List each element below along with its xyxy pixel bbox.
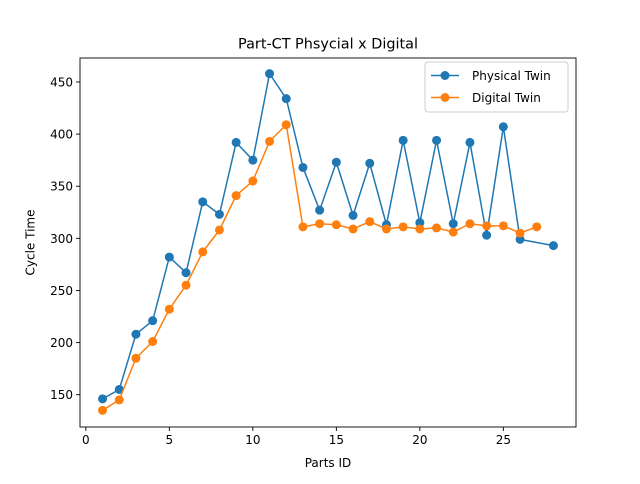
x-axis: 0 5 10 15 20 25: [82, 427, 511, 447]
y-axis: 150 200 250 300 350 400 450: [50, 75, 80, 402]
data-point: [114, 384, 124, 394]
data-point: [265, 69, 275, 79]
data-point: [214, 209, 224, 219]
data-point: [248, 176, 258, 186]
data-point: [98, 405, 108, 415]
y-tick-label: 450: [50, 75, 73, 89]
data-point: [164, 252, 174, 262]
data-point: [148, 316, 158, 326]
data-point: [281, 120, 291, 130]
data-point: [482, 230, 492, 240]
data-point: [131, 353, 141, 363]
legend: Physical Twin Digital Twin: [424, 61, 569, 113]
data-point: [532, 222, 542, 232]
data-point: [465, 137, 475, 147]
data-point: [465, 219, 475, 229]
data-point: [415, 224, 425, 234]
data-point: [365, 217, 375, 227]
data-point: [265, 136, 275, 146]
y-tick-label: 300: [50, 232, 73, 246]
chart-title: Part-CT Phsycial x Digital: [238, 37, 418, 53]
data-point: [298, 162, 308, 172]
data-point: [365, 158, 375, 168]
plot-area-frame: [79, 57, 577, 428]
series-digital-twin: [98, 120, 542, 415]
y-tick-label: 350: [50, 180, 73, 194]
data-point: [198, 247, 208, 257]
x-tick-label: 25: [496, 433, 511, 447]
data-point: [114, 395, 124, 405]
data-point: [432, 223, 442, 233]
data-point: [482, 221, 492, 231]
data-point: [448, 227, 458, 237]
series-layer: [98, 69, 558, 415]
data-point: [515, 234, 525, 244]
data-point: [214, 225, 224, 235]
data-point: [432, 135, 442, 145]
data-point: [348, 224, 358, 234]
data-point: [181, 280, 191, 290]
x-tick-label: 0: [82, 433, 90, 447]
y-tick-label: 200: [50, 336, 73, 350]
data-point: [148, 337, 158, 347]
y-axis-label: Cycle Time: [24, 210, 38, 276]
data-point: [315, 219, 325, 229]
data-point: [415, 218, 425, 228]
x-tick-label: 20: [412, 433, 427, 447]
data-point: [298, 222, 308, 232]
data-point: [398, 135, 408, 145]
data-point: [231, 191, 241, 201]
data-point: [448, 219, 458, 229]
data-point: [281, 94, 291, 104]
data-point: [248, 155, 258, 165]
x-tick-label: 5: [166, 433, 174, 447]
data-point: [231, 137, 241, 147]
x-tick-label: 10: [245, 433, 260, 447]
legend-swatch-marker: [440, 93, 450, 102]
legend-entry: Physical Twin: [472, 69, 551, 83]
data-point: [98, 394, 108, 404]
x-axis-label: Parts ID: [305, 456, 352, 470]
data-point: [131, 329, 141, 339]
data-point: [498, 122, 508, 132]
y-tick-label: 150: [50, 388, 73, 402]
y-tick-label: 400: [50, 128, 73, 142]
data-point: [548, 241, 558, 251]
legend-swatch-marker: [440, 71, 450, 80]
data-point: [515, 228, 525, 238]
data-point: [348, 210, 358, 220]
data-point: [198, 197, 208, 207]
data-point: [331, 157, 341, 167]
data-point: [181, 268, 191, 278]
legend-box: [424, 61, 569, 113]
data-point: [381, 224, 391, 234]
x-tick-label: 15: [329, 433, 344, 447]
data-point: [498, 221, 508, 231]
data-point: [331, 220, 341, 230]
data-point: [398, 222, 408, 232]
data-point: [315, 205, 325, 215]
legend-entry: Digital Twin: [472, 91, 541, 105]
series-physical-twin: [98, 69, 558, 404]
data-point: [164, 304, 174, 314]
y-tick-label: 250: [50, 284, 73, 298]
